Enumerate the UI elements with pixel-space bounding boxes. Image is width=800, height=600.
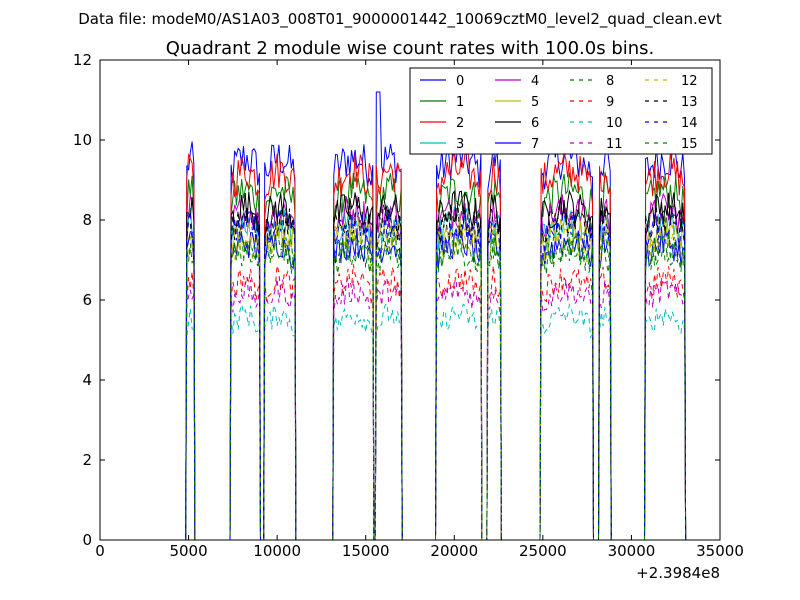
y-tick-label: 6 xyxy=(82,291,92,309)
series-line-10 xyxy=(183,302,687,540)
legend-label-4: 4 xyxy=(531,74,539,89)
axis-layer: 0 5000 10000 15000 20000 25000 30000 35000 0 2 4 6 8… xyxy=(73,51,744,560)
x-tick-label: 15000 xyxy=(342,542,390,560)
legend-label-7: 7 xyxy=(531,137,539,152)
series-line-9 xyxy=(183,264,687,540)
y-tick-label: 10 xyxy=(73,131,92,149)
x-tick-label: 30000 xyxy=(608,542,656,560)
suptitle: Data file: modeM0/AS1A03_008T01_90000014… xyxy=(78,10,722,29)
series-line-2 xyxy=(183,151,687,540)
legend-label-1: 1 xyxy=(456,95,464,110)
legend-label-5: 5 xyxy=(531,95,539,110)
series-line-13 xyxy=(183,200,687,540)
x-tick-label: 25000 xyxy=(519,542,567,560)
series-line-12 xyxy=(183,221,687,540)
legend-label-6: 6 xyxy=(531,116,539,131)
y-tick-label: 4 xyxy=(82,371,92,389)
legend-label-9: 9 xyxy=(606,95,614,110)
series-line-15 xyxy=(183,230,687,540)
chart-title: Quadrant 2 module wise count rates with … xyxy=(166,38,655,59)
y-tick-label: 2 xyxy=(82,451,92,469)
series-line-6 xyxy=(183,189,687,540)
series-layer xyxy=(183,91,687,540)
y-tick-label: 8 xyxy=(82,211,92,229)
x-tick-label: 10000 xyxy=(253,542,301,560)
legend-label-2: 2 xyxy=(456,116,464,131)
y-tick-label: 0 xyxy=(82,531,92,549)
legend-label-12: 12 xyxy=(681,74,698,89)
x-tick-label: 0 xyxy=(95,542,105,560)
legend-label-11: 11 xyxy=(606,137,623,152)
legend-label-14: 14 xyxy=(681,116,698,131)
legend-label-13: 13 xyxy=(681,95,698,110)
x-tick-label: 20000 xyxy=(430,542,478,560)
legend-label-10: 10 xyxy=(606,116,623,131)
x-tick-label: 35000 xyxy=(696,542,744,560)
series-line-11 xyxy=(183,277,687,540)
legend-label-8: 8 xyxy=(606,74,614,89)
series-line-14 xyxy=(183,209,687,540)
legend-label-3: 3 xyxy=(456,137,464,152)
legend-box xyxy=(409,67,713,155)
x-offset-label: +2.3984e8 xyxy=(636,564,720,582)
x-tick-label: 5000 xyxy=(169,542,207,560)
y-tick-label: 12 xyxy=(73,51,92,69)
legend-label-0: 0 xyxy=(456,74,464,89)
legend-label-15: 15 xyxy=(681,137,698,152)
